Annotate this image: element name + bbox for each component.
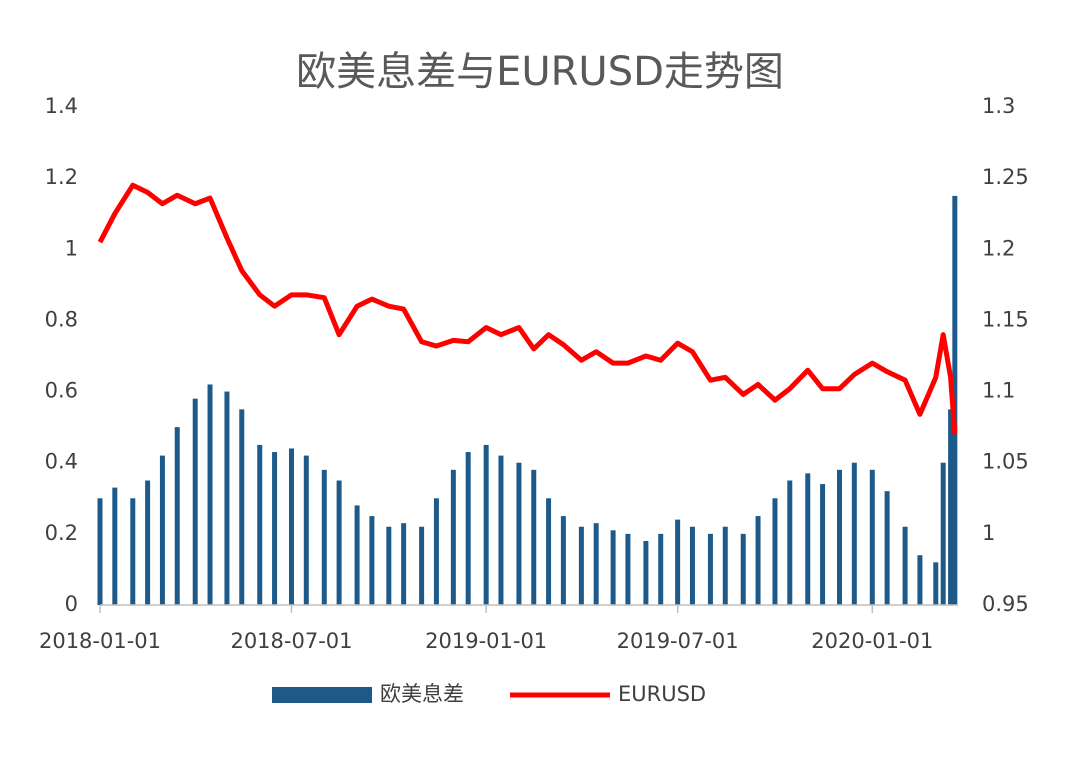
bar: [643, 540, 649, 605]
y-tick-label: 0: [65, 592, 78, 616]
x-tick-label: 2018-07-01: [230, 629, 352, 653]
y-tick-label: 1: [65, 236, 78, 260]
bar: [130, 498, 136, 605]
bar: [97, 498, 103, 605]
bar: [675, 519, 681, 605]
bar: [433, 498, 439, 605]
legend-label: 欧美息差: [380, 682, 464, 706]
bar: [546, 498, 552, 605]
bar: [498, 455, 504, 605]
bar: [820, 484, 826, 605]
bar: [483, 444, 489, 605]
bar: [207, 384, 213, 605]
bar: [288, 448, 294, 605]
bar: [531, 469, 537, 605]
bar: [593, 523, 599, 605]
bar: [401, 523, 407, 605]
bar: [224, 391, 230, 605]
bar: [869, 469, 875, 605]
legend-swatch: [272, 687, 372, 703]
bar: [516, 462, 522, 605]
y2-tick-label: 1.25: [982, 165, 1029, 189]
x-tick-label: 2019-01-01: [425, 629, 547, 653]
x-tick-label: 2019-07-01: [617, 629, 739, 653]
bar: [837, 469, 843, 605]
y2-tick-label: 1.3: [982, 94, 1015, 118]
bar: [419, 526, 425, 605]
bar: [851, 462, 857, 605]
bar: [805, 473, 811, 605]
bar: [272, 452, 278, 605]
bar: [112, 487, 118, 605]
bar: [740, 533, 746, 605]
bar: [902, 526, 908, 605]
y-tick-label: 0.2: [45, 521, 78, 545]
bar: [610, 530, 616, 605]
bar: [884, 491, 890, 605]
bar: [578, 526, 584, 605]
bar: [625, 533, 631, 605]
bar: [755, 516, 761, 605]
bar: [321, 469, 327, 605]
bar: [192, 398, 198, 605]
bar: [257, 444, 263, 605]
bar: [465, 452, 471, 605]
bar: [948, 409, 954, 605]
bar: [940, 462, 946, 605]
bar: [239, 409, 245, 605]
y-tick-label: 0.8: [45, 307, 78, 331]
y-tick-label: 0.6: [45, 379, 78, 403]
line: [97, 182, 958, 435]
bar: [145, 480, 151, 605]
y-tick-label: 1.4: [45, 94, 78, 118]
y2-tick-label: 1.1: [982, 379, 1015, 403]
bar: [450, 469, 456, 605]
bar: [772, 498, 778, 605]
bar: [917, 555, 923, 605]
x-tick-label: 2018-01-01: [39, 629, 161, 653]
y2-tick-label: 1.2: [982, 236, 1015, 260]
bar: [689, 526, 695, 605]
y-tick-label: 0.4: [45, 450, 78, 474]
bar: [336, 480, 342, 605]
bar: [174, 427, 180, 605]
bar: [354, 505, 360, 605]
y2-tick-label: 1: [982, 521, 995, 545]
bar: [658, 533, 664, 605]
legend-label: EURUSD: [618, 682, 706, 706]
bar: [303, 455, 309, 605]
bar: [722, 526, 728, 605]
chart-title: 欧美息差与EURUSD走势图: [296, 49, 784, 95]
y2-tick-label: 1.15: [982, 307, 1029, 331]
bar: [386, 526, 392, 605]
bar: [787, 480, 793, 605]
bar: [952, 195, 958, 605]
bar: [707, 533, 713, 605]
y-tick-label: 1.2: [45, 165, 78, 189]
x-tick-label: 2020-01-01: [811, 629, 933, 653]
y2-tick-label: 0.95: [982, 592, 1029, 616]
bar: [159, 455, 165, 605]
bar: [369, 516, 375, 605]
bar: [560, 516, 566, 605]
bar: [933, 562, 939, 605]
y2-tick-label: 1.05: [982, 450, 1029, 474]
